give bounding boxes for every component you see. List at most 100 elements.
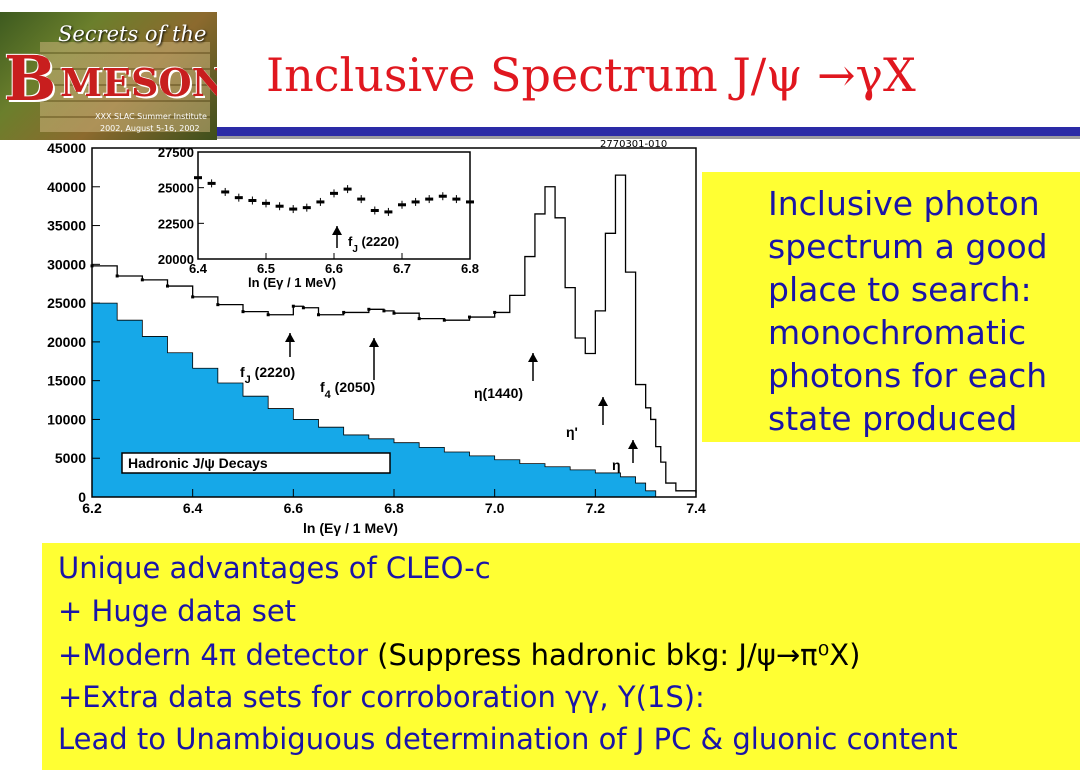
inset-point	[221, 190, 230, 194]
data-point	[266, 313, 270, 317]
annotation-label: f4 (2050)	[320, 379, 375, 401]
inset-x-tick-label: 6.4	[189, 261, 208, 276]
logo-letter-b: B	[4, 42, 57, 115]
inset-x-tick-label: 6.5	[257, 261, 275, 276]
inset-x-tick-label: 6.6	[325, 261, 343, 276]
arrow-head	[369, 338, 379, 347]
advantage-determination: Lead to Unambiguous determination of J P…	[58, 722, 958, 756]
info-box-text: Inclusive photon spectrum a good place t…	[768, 184, 1048, 438]
inset-point	[262, 201, 270, 205]
title-rule	[217, 127, 1080, 136]
inset-point	[343, 187, 352, 191]
inset-point	[302, 206, 311, 210]
inset-point	[207, 181, 216, 185]
x-tick-label: 7.4	[686, 500, 706, 516]
data-point	[417, 317, 421, 321]
data-point	[166, 284, 169, 288]
plot-id: 2770301-010	[600, 139, 668, 150]
advantage-data-set: + Huge data set	[58, 594, 297, 628]
logo-line1: Secrets of the	[58, 22, 207, 46]
x-tick-label: 6.4	[183, 500, 203, 516]
data-point	[291, 304, 295, 308]
advantage-detector: +Modern 4π detector (Suppress hadronic b…	[58, 638, 860, 672]
inset-point	[330, 191, 338, 195]
advantage-detector-main: +Modern 4π detector	[58, 638, 378, 672]
logo-subtitle: XXX SLAC Summer Institute	[95, 112, 207, 121]
y-tick-label: 20000	[47, 334, 86, 350]
title-rule-shadow	[217, 136, 1080, 139]
data-point	[367, 307, 371, 311]
logo-brick-background	[40, 42, 210, 132]
y-tick-label: 30000	[47, 256, 86, 272]
data-point	[382, 309, 386, 313]
annotation-label: η(1440)	[474, 385, 523, 401]
inset-point	[411, 200, 420, 204]
info-box: Inclusive photon spectrum a good place t…	[702, 172, 1080, 442]
x-tick-label: 7.0	[485, 500, 505, 516]
data-point	[493, 310, 497, 314]
main-series-layer	[90, 174, 697, 494]
arrow-head	[598, 397, 608, 406]
inset-point	[425, 197, 434, 201]
inset-point	[194, 176, 202, 180]
legend-hadronic: Hadronic J/ψ Decays	[128, 455, 268, 471]
arrow-head	[285, 333, 295, 342]
legend-box	[121, 452, 391, 474]
advantages-box: Unique advantages of CLEO-c + Huge data …	[42, 543, 1080, 770]
inset-point	[438, 194, 447, 198]
x-axis-label: ln (Eγ / 1 MeV)	[303, 520, 398, 536]
inset-point	[384, 210, 393, 214]
inset-y-tick-label: 22500	[158, 216, 194, 231]
annotation-label: η'	[566, 424, 578, 440]
inset-point	[234, 196, 243, 200]
inset-y-tick-label: 25000	[158, 181, 194, 196]
y-tick-label: 25000	[47, 295, 86, 311]
data-point	[140, 278, 144, 282]
data-point	[468, 315, 471, 319]
y-tick-label: 15000	[47, 373, 86, 389]
inset-point	[370, 208, 379, 212]
inset-point	[357, 197, 366, 201]
data-point	[342, 310, 346, 314]
inset-arrow-head	[332, 226, 342, 235]
inset-y-tick-label: 27500	[158, 145, 194, 160]
annotation-label: η	[612, 457, 621, 473]
y-tick-label: 10000	[47, 411, 86, 427]
main-ticks-layer: 0 5000 10000 15000 20000 25000 30000 35000 40000…	[47, 140, 706, 516]
arrow-head	[528, 353, 538, 362]
data-point	[442, 318, 446, 322]
annotation-label: fJ (2220)	[240, 364, 295, 386]
advantage-extra-data: +Extra data sets for corroboration γγ, Υ…	[58, 680, 705, 714]
y-tick-label: 0	[78, 489, 86, 505]
inset-y-tick-label: 20000	[158, 252, 194, 267]
data-point	[90, 264, 94, 268]
slide-title: Inclusive Spectrum J/ψ →γX	[266, 48, 916, 102]
inset-x-tick-label: 6.8	[461, 261, 479, 276]
data-point	[392, 311, 396, 315]
inset-point	[316, 200, 325, 204]
advantage-detector-note: (Suppress hadronic bkg: J/ψ→π⁰X)	[377, 638, 861, 672]
inset-point	[248, 199, 257, 203]
y-tick-label: 40000	[47, 179, 86, 195]
inset-x-tick-label: 6.7	[393, 261, 411, 276]
hadronic-fill-layer	[91, 302, 657, 498]
x-tick-label: 6.2	[82, 500, 102, 516]
data-point	[241, 310, 245, 314]
inset-point	[398, 203, 406, 207]
inset-point	[289, 207, 298, 211]
data-point	[216, 303, 220, 307]
inset-point	[275, 204, 284, 208]
data-point	[191, 295, 195, 299]
inset-point	[466, 200, 474, 204]
advantages-heading: Unique advantages of CLEO-c	[58, 551, 491, 585]
arrow-head	[628, 440, 638, 449]
series-inclusive-line	[92, 174, 697, 494]
inset-x-axis-label: ln (Eγ / 1 MeV)	[248, 275, 336, 290]
data-point	[115, 274, 119, 278]
y-tick-label: 5000	[55, 450, 86, 466]
x-tick-label: 6.8	[384, 500, 404, 516]
logo-dates: 2002, August 5-16, 2002	[100, 124, 200, 133]
y-tick-label: 35000	[47, 218, 86, 234]
data-point	[301, 306, 305, 310]
